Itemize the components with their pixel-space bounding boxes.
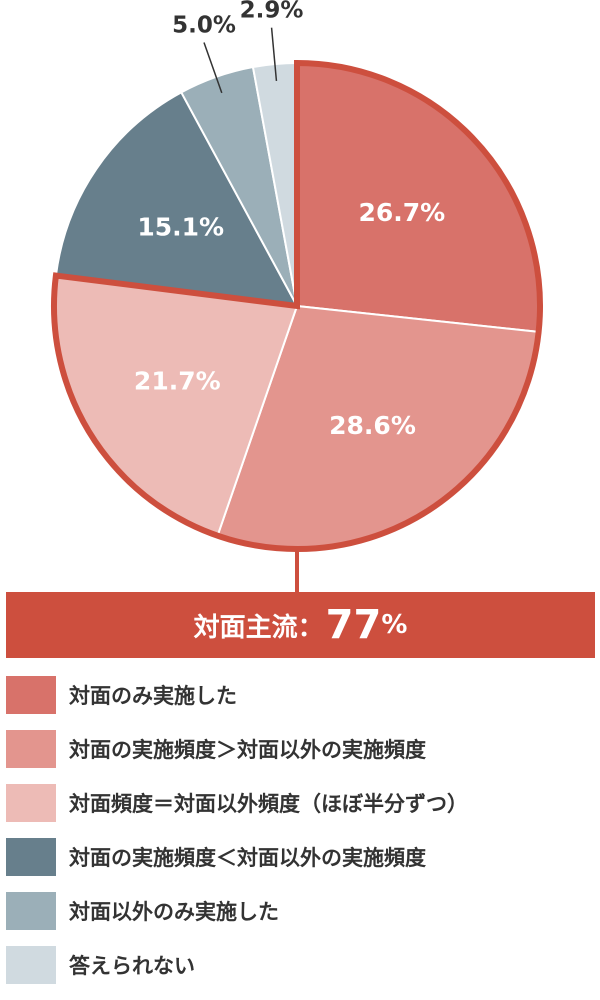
legend-item: 対面頻度＝対面以外頻度（ほぼ半分ずつ） <box>6 784 596 822</box>
legend-swatch <box>6 784 56 822</box>
majority-banner: 対面主流： 77% <box>6 592 595 658</box>
slice-label: 28.6% <box>329 411 416 440</box>
legend-swatch <box>6 676 56 714</box>
banner-value: 77 <box>325 602 382 648</box>
legend-item: 対面のみ実施した <box>6 676 596 714</box>
slice-label: 15.1% <box>137 212 224 241</box>
legend-label: 対面の実施頻度＞対面以外の実施頻度 <box>69 738 426 762</box>
legend-label: 答えられない <box>69 954 195 978</box>
legend-item: 対面の実施頻度＞対面以外の実施頻度 <box>6 730 596 768</box>
legend-swatch <box>6 838 56 876</box>
legend-label: 対面以外のみ実施した <box>69 900 279 924</box>
legend-label: 対面のみ実施した <box>69 684 237 708</box>
legend: 対面のみ実施した 対面の実施頻度＞対面以外の実施頻度 対面頻度＝対面以外頻度（ほ… <box>6 676 596 1000</box>
legend-item: 答えられない <box>6 946 596 984</box>
slice-label: 2.9% <box>240 0 304 24</box>
legend-label: 対面頻度＝対面以外頻度（ほぼ半分ずつ） <box>69 792 468 816</box>
legend-item: 対面以外のみ実施した <box>6 892 596 930</box>
slice-label: 26.7% <box>358 198 445 227</box>
legend-item: 対面の実施頻度＜対面以外の実施頻度 <box>6 838 596 876</box>
legend-swatch <box>6 892 56 930</box>
pie-chart: 26.7% 28.6% 21.7% 15.1% 5.0%2.9% <box>51 0 543 596</box>
pie-slice <box>54 90 299 308</box>
banner-unit: % <box>381 610 408 640</box>
slice-label: 21.7% <box>134 366 221 395</box>
legend-swatch <box>6 946 56 984</box>
legend-label: 対面の実施頻度＜対面以外の実施頻度 <box>69 846 426 870</box>
slice-label: 5.0% <box>172 12 236 38</box>
leader-line <box>203 42 223 94</box>
legend-swatch <box>6 730 56 768</box>
majority-outline <box>51 59 543 552</box>
banner-text: 対面主流： <box>193 612 324 643</box>
leader-line <box>270 27 278 82</box>
